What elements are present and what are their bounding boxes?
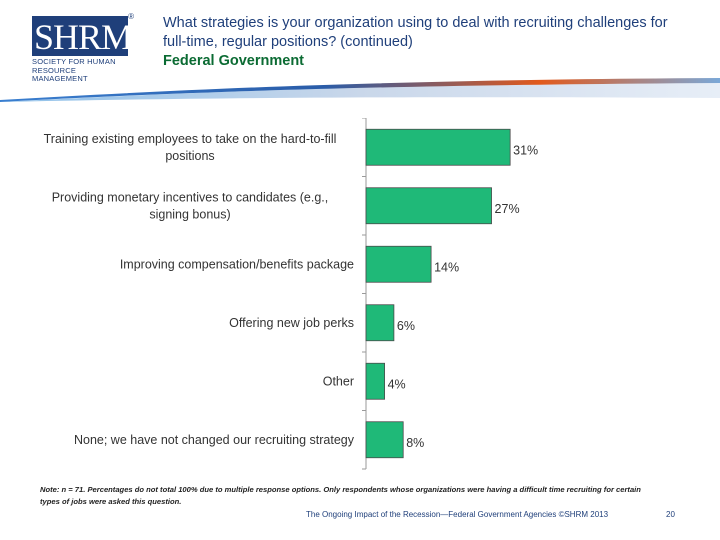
- bar: [365, 245, 432, 283]
- slide-subtitle: Federal Government: [163, 53, 305, 69]
- slide-title: What strategies is your organization usi…: [163, 15, 668, 50]
- data-label: 31%: [513, 143, 538, 157]
- logo-registered-mark: ®: [128, 12, 134, 21]
- data-label: 6%: [397, 319, 415, 333]
- data-label: 27%: [495, 202, 520, 216]
- logo-sub-line2: RESOURCE MANAGEMENT: [32, 65, 88, 83]
- logo-box: SHRM: [32, 16, 133, 57]
- category-label: Providing monetary incentives to candida…: [52, 190, 329, 204]
- bar-chart: 31% Training existing employees to take o…: [44, 118, 538, 470]
- data-label: 14%: [434, 260, 459, 274]
- category-label: Training existing employees to take on t…: [44, 132, 337, 146]
- logo-subtitle: SOCIETY FOR HUMAN RESOURCE MANAGEMENT: [32, 57, 132, 84]
- page-number: 20: [666, 510, 675, 519]
- category-label: signing bonus): [149, 207, 230, 221]
- logo-text: SHRM: [34, 17, 133, 57]
- category-label: Offering new job perks: [229, 316, 354, 330]
- category-label: None; we have not changed our recruiting…: [74, 433, 355, 447]
- footer-citation: The Ongoing Impact of the Recession—Fede…: [306, 510, 609, 519]
- bar: [365, 304, 395, 342]
- category-label: Other: [323, 374, 354, 388]
- data-label: 4%: [388, 377, 406, 391]
- header-swoosh: [0, 78, 720, 102]
- category-label: Improving compensation/benefits package: [120, 257, 354, 271]
- bar: [365, 187, 492, 225]
- footnote: Note: n = 71. Percentages do not total 1…: [40, 485, 641, 506]
- category-label: positions: [165, 149, 214, 163]
- bar: [365, 421, 404, 459]
- bar: [365, 128, 511, 166]
- logo-sub-line1: SOCIETY FOR HUMAN: [32, 57, 116, 66]
- bar: [365, 362, 386, 400]
- shrm-logo: SHRM ® SOCIETY FOR HUMAN RESOURCE MANAGE…: [28, 10, 134, 83]
- data-label: 8%: [406, 436, 424, 450]
